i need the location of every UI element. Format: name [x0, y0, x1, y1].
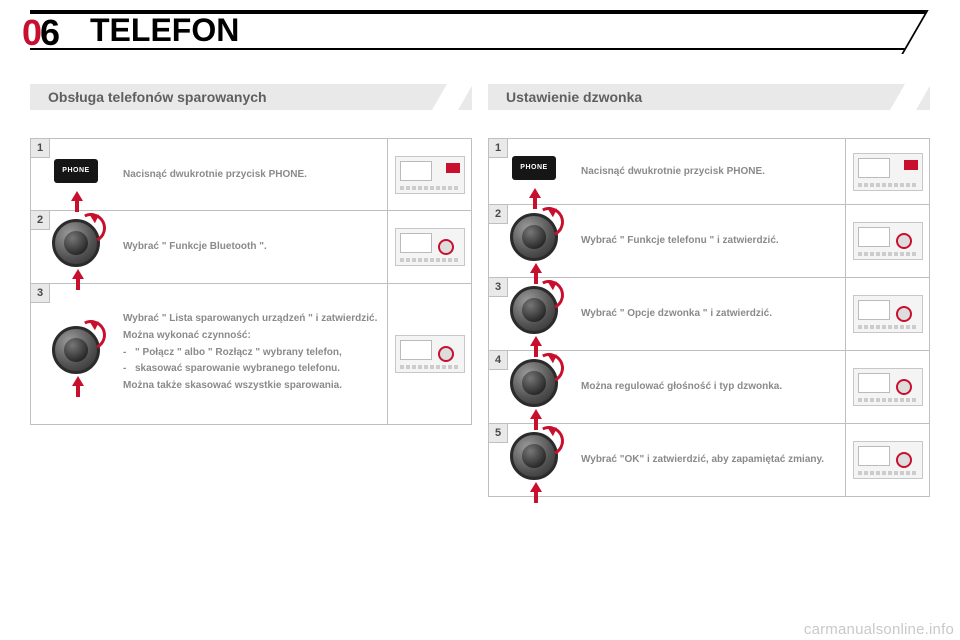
right-step-5: 5 Wybrać "OK" i zatwierdzić, aby zapamię…: [489, 424, 929, 496]
up-arrow-icon: [71, 191, 83, 201]
phone-key-label: PHONE: [54, 159, 98, 183]
up-arrow-icon: [530, 409, 542, 419]
step-text: Wybrać " Funkcje telefonu " i zatwierdzi…: [579, 224, 845, 258]
columns: Obsługa telefonów sparowanych 1 PHONE Na…: [30, 84, 930, 497]
step-mid: Można wykonać czynność:: [123, 329, 381, 343]
step-text: Nacisnąć dwukrotnie przycisk PHONE.: [579, 155, 845, 189]
radio-thumbnail-icon: [395, 228, 465, 266]
step-thumb: [387, 211, 471, 283]
step-tail: Można także skasować wszystkie sparowani…: [123, 379, 381, 393]
right-step-2: 2 Wybrać " Funkcje telefonu " i zatwierd…: [489, 205, 929, 278]
radio-thumbnail-icon: [395, 335, 465, 373]
step-thumb: [845, 278, 929, 350]
step-text: Wybrać " Lista sparowanych urządzeń " i …: [121, 302, 387, 406]
right-column: Ustawienie dzwonka 1 PHONE Nacisnąć dwuk…: [488, 84, 930, 497]
up-arrow-icon: [72, 269, 84, 279]
left-step-3: 3 Wybrać " Lista sparowanych urządzeń " …: [31, 284, 471, 424]
chapter-digit: 6: [40, 12, 58, 53]
title-bar: 06 TELEFON: [30, 10, 930, 70]
step-text: Nacisnąć dwukrotnie przycisk PHONE.: [121, 158, 387, 192]
left-step-1: 1 PHONE Nacisnąć dwukrotnie przycisk PHO…: [31, 139, 471, 211]
knob-icon: [504, 359, 564, 415]
left-steps: 1 PHONE Nacisnąć dwukrotnie przycisk PHO…: [30, 138, 472, 425]
up-arrow-icon: [530, 336, 542, 346]
up-arrow-icon: [530, 482, 542, 492]
radio-thumbnail-icon: [853, 368, 923, 406]
section-heading-left: Obsługa telefonów sparowanych: [30, 84, 472, 110]
step-text: Wybrać "OK" i zatwierdzić, aby zapamięta…: [579, 443, 845, 477]
step-lead: Wybrać " Lista sparowanych urządzeń " i …: [123, 312, 381, 326]
step-thumb: [845, 424, 929, 496]
radio-thumbnail-icon: [853, 441, 923, 479]
step-badge: 1: [30, 138, 50, 158]
step-thumb: [845, 139, 929, 204]
section-heading-left-label: Obsługa telefonów sparowanych: [30, 84, 472, 110]
phone-button-icon: PHONE: [509, 152, 559, 192]
knob-icon: [504, 213, 564, 269]
step-badge: 1: [488, 138, 508, 158]
up-arrow-icon: [529, 188, 541, 198]
right-steps: 1 PHONE Nacisnąć dwukrotnie przycisk PHO…: [488, 138, 930, 497]
chapter-prefix: 0: [22, 12, 40, 53]
knob-icon: [504, 286, 564, 342]
step-thumb: [845, 205, 929, 277]
step-icon: [31, 318, 121, 390]
up-arrow-icon: [530, 263, 542, 273]
knob-icon: [504, 432, 564, 488]
knob-icon: [46, 219, 106, 275]
watermark: carmanualsonline.info: [804, 621, 954, 638]
radio-thumbnail-icon: [853, 222, 923, 260]
radio-thumbnail-icon: [853, 153, 923, 191]
step-badge: 3: [30, 283, 50, 303]
page-title: TELEFON: [90, 12, 239, 49]
step-text: Można regulować głośność i typ dzwonka.: [579, 370, 845, 404]
step-text: Wybrać " Funkcje Bluetooth ".: [121, 230, 387, 264]
right-step-1: 1 PHONE Nacisnąć dwukrotnie przycisk PHO…: [489, 139, 929, 205]
chapter-number: 06: [22, 12, 58, 54]
step-bullet: " Połącz " albo " Rozłącz " wybrany tele…: [123, 346, 381, 360]
manual-page: 06 TELEFON Obsługa telefonów sparowanych…: [30, 10, 930, 620]
left-step-2: 2 Wybrać " Funkcje Bluetooth ".: [31, 211, 471, 284]
phone-button-icon: PHONE: [51, 155, 101, 195]
right-step-4: 4 Można regulować głośność i typ dzwonka…: [489, 351, 929, 424]
step-thumb: [845, 351, 929, 423]
up-arrow-icon: [72, 376, 84, 386]
step-thumb: [387, 139, 471, 210]
phone-key-label: PHONE: [512, 156, 556, 180]
right-step-3: 3 Wybrać " Opcje dzwonka " i zatwierdzić…: [489, 278, 929, 351]
step-bullets: " Połącz " albo " Rozłącz " wybrany tele…: [123, 346, 381, 375]
knob-icon: [46, 326, 106, 382]
section-heading-right-label: Ustawienie dzwonka: [488, 84, 930, 110]
left-column: Obsługa telefonów sparowanych 1 PHONE Na…: [30, 84, 472, 497]
radio-thumbnail-icon: [395, 156, 465, 194]
section-heading-right: Ustawienie dzwonka: [488, 84, 930, 110]
radio-thumbnail-icon: [853, 295, 923, 333]
step-bullet: skasować sparowanie wybranego telefonu.: [123, 362, 381, 376]
step-text: Wybrać " Opcje dzwonka " i zatwierdzić.: [579, 297, 845, 331]
step-thumb: [387, 284, 471, 424]
